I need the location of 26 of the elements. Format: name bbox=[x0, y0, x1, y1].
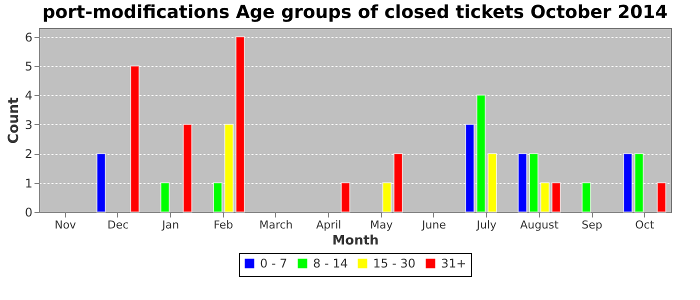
x-tick-label: Feb bbox=[214, 218, 234, 232]
y-tick-label: 3 bbox=[24, 118, 32, 132]
legend-label: 8 - 14 bbox=[313, 256, 348, 271]
x-tick-label: April bbox=[316, 218, 342, 232]
x-tick-label: May bbox=[370, 218, 394, 232]
y-tick-label: 0 bbox=[24, 206, 32, 220]
y-tick-label: 5 bbox=[24, 59, 32, 74]
y-tick-label: 1 bbox=[24, 176, 32, 190]
x-tick-label: June bbox=[421, 218, 446, 232]
legend-label: 15 - 30 bbox=[373, 256, 416, 271]
y-tick-label: 4 bbox=[24, 88, 32, 103]
legend-label: 31+ bbox=[441, 256, 466, 271]
x-tick-label: Jan bbox=[161, 218, 180, 232]
x-tick-label: March bbox=[259, 218, 293, 232]
legend-label: 0 - 7 bbox=[260, 256, 288, 271]
x-tick-label: Sep bbox=[582, 218, 602, 232]
x-tick-label: Oct bbox=[635, 218, 655, 232]
x-tick-label: Nov bbox=[54, 218, 77, 232]
x-axis-title: Month bbox=[332, 234, 379, 248]
y-tick-label: 2 bbox=[24, 147, 32, 162]
x-tick-label: Dec bbox=[107, 218, 129, 232]
y-axis-title: Count bbox=[6, 96, 22, 144]
x-tick-label: July bbox=[476, 218, 498, 232]
chart-title: port-modifications Age groups of closed tickets October 2014 bbox=[42, 2, 668, 23]
x-tick-label: August bbox=[520, 218, 560, 232]
y-tick-label: 6 bbox=[24, 30, 32, 44]
